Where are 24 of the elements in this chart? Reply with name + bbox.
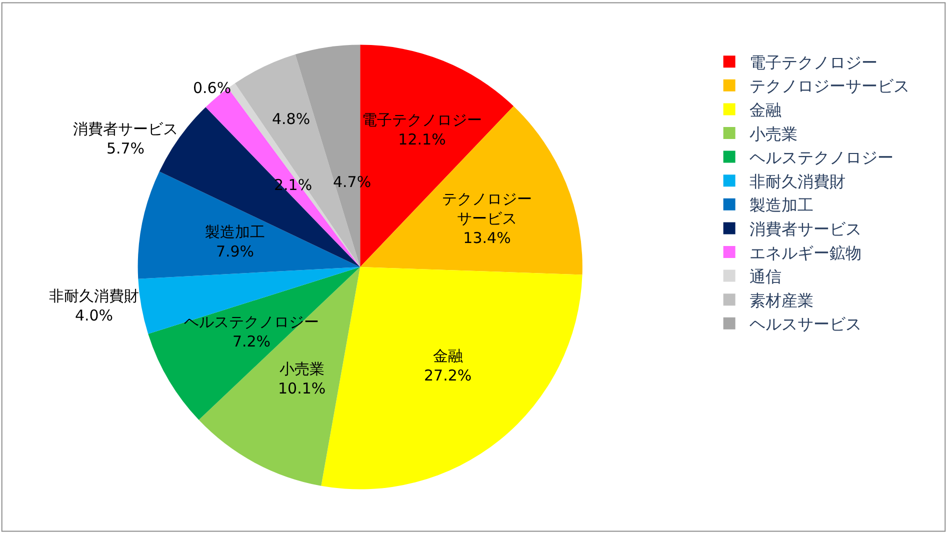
- data-label: 非耐久消費財 4.0%: [49, 287, 139, 324]
- data-label: テクノロジーサービス 13.4%: [442, 190, 532, 247]
- data-label: 電子テクノロジー 12.1%: [362, 111, 482, 148]
- legend-label: 通信: [749, 267, 782, 286]
- data-label: 製造加工 7.9%: [205, 223, 265, 260]
- legend-label: テクノロジーサービス: [749, 76, 910, 96]
- legend-label: 消費者サービス: [749, 219, 862, 238]
- data-label: 4.8%: [272, 110, 310, 128]
- pie-slice: [148, 267, 360, 420]
- data-label: 金融 27.2%: [424, 347, 472, 384]
- pie-slice: [198, 267, 360, 486]
- legend-label: 素材産業: [749, 290, 814, 310]
- data-label: 消費者サービス 5.7%: [73, 120, 178, 158]
- legend-label: ヘルステクノロジー: [749, 148, 894, 168]
- legend-label: エネルギー鉱物: [749, 243, 862, 262]
- legend-label: 電子テクノロジー: [749, 52, 878, 72]
- data-label: 小売業 10.1%: [278, 360, 326, 398]
- legend-label: ヘルスサービス: [749, 314, 862, 334]
- legend-label: 非耐久消費財: [749, 172, 846, 191]
- pie-slice: [138, 267, 360, 334]
- legend-label: 製造加工: [749, 196, 814, 215]
- legend-label: 小売業: [749, 124, 798, 144]
- data-label: 0.6%: [193, 79, 232, 97]
- legend-label: 金融: [749, 100, 782, 120]
